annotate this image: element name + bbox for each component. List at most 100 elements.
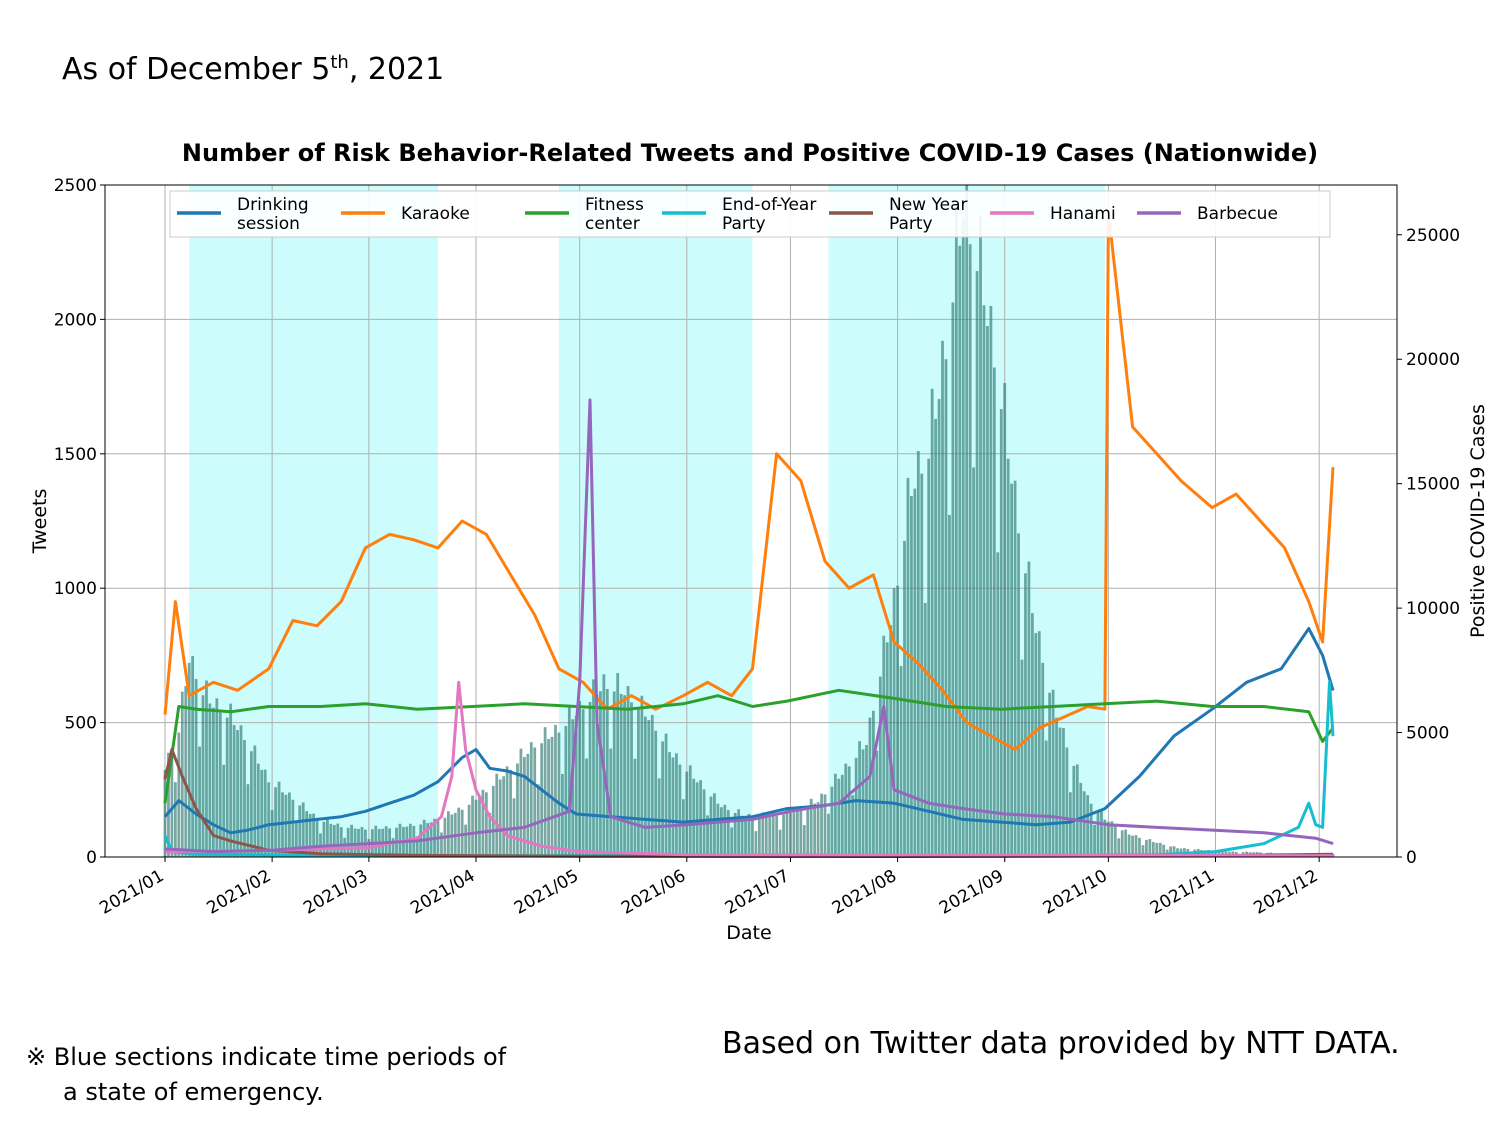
cases-bar: [1207, 850, 1210, 857]
cases-bar: [1058, 727, 1062, 857]
cases-bar: [1134, 835, 1138, 857]
cases-bar: [588, 701, 592, 857]
point-barbecue: [164, 848, 166, 850]
point-karaoke: [707, 681, 709, 683]
cases-bar: [1013, 480, 1017, 857]
point-hanami: [440, 816, 442, 818]
cases-bar: [875, 750, 879, 857]
point-drinking: [1246, 681, 1248, 683]
point-karaoke: [682, 695, 684, 697]
cases-bar: [830, 786, 834, 857]
cases-bar: [954, 204, 958, 858]
y-axis-label: Tweets: [29, 489, 51, 555]
cases-bar: [360, 827, 364, 857]
point-barbecue: [1052, 816, 1054, 818]
point-karaoke: [731, 695, 733, 697]
point-barbecue: [596, 722, 598, 724]
point-drinking: [928, 810, 930, 812]
tick-label-y-1500: 1500: [54, 445, 97, 465]
cases-bar: [561, 773, 564, 857]
cases-bar: [523, 757, 526, 857]
cases-bar: [294, 821, 298, 857]
cases-bar: [253, 745, 257, 857]
cases-bar: [699, 780, 703, 857]
point-drinking: [178, 800, 180, 802]
point-karaoke: [1308, 601, 1310, 603]
point-drinking: [644, 818, 646, 820]
point-drinking: [786, 808, 788, 810]
cases-bar: [298, 805, 302, 857]
cases-bar: [1010, 483, 1014, 857]
point-endofyear: [1332, 735, 1334, 737]
cases-bar: [989, 305, 993, 858]
point-barbecue: [789, 810, 791, 812]
cases-bar: [1145, 839, 1148, 857]
cases-bar: [640, 695, 644, 857]
as-of-prefix: As of December 5: [62, 52, 331, 87]
cases-bar: [350, 824, 353, 857]
point-drinking: [247, 829, 249, 831]
cases-bar: [685, 771, 689, 857]
point-fitness: [751, 705, 753, 707]
cases-bar: [243, 740, 246, 857]
cases-bar: [1110, 821, 1114, 857]
cases-bar: [277, 781, 281, 857]
point-newyear: [212, 834, 214, 836]
cases-bar: [173, 782, 177, 857]
cases-bar: [1221, 850, 1224, 857]
point-karaoke: [340, 601, 342, 603]
tick-label-x-2021/07: 2021/07: [722, 866, 793, 919]
point-barbecue: [883, 705, 885, 707]
cases-bar: [664, 733, 668, 857]
cases-bar: [775, 815, 779, 857]
cases-bar: [647, 720, 651, 857]
point-karaoke: [942, 689, 944, 691]
cases-bar: [1155, 842, 1159, 857]
point-hanami: [416, 837, 418, 839]
point-hanami: [458, 681, 460, 683]
cases-bar: [1062, 727, 1065, 857]
point-barbecue: [1107, 824, 1109, 826]
point-fitness: [717, 695, 719, 697]
tick-label-x-2021/04: 2021/04: [407, 866, 478, 919]
point-newyear: [230, 840, 232, 842]
point-barbecue: [523, 826, 525, 828]
cases-bar: [422, 819, 426, 857]
cases-bar: [246, 784, 250, 857]
cases-bar: [1089, 803, 1093, 857]
cases-bar: [218, 712, 222, 857]
point-drinking: [475, 748, 477, 750]
point-drinking: [682, 821, 684, 823]
point-karaoke: [893, 641, 895, 643]
point-barbecue: [271, 849, 273, 851]
point-barbecue: [1156, 826, 1158, 828]
cases-bar: [999, 409, 1003, 857]
cases-bar: [799, 809, 803, 857]
cases-bar: [837, 778, 841, 857]
cases-bar: [488, 812, 492, 857]
point-karaoke: [437, 547, 439, 549]
point-drinking: [340, 816, 342, 818]
cases-bar: [726, 810, 730, 857]
cases-bar: [809, 798, 813, 857]
cases-bar: [910, 496, 913, 857]
point-drinking: [523, 775, 525, 777]
cases-bar: [878, 676, 882, 857]
point-drinking: [389, 802, 391, 804]
cases-bar: [1131, 835, 1134, 857]
point-endofyear: [164, 834, 166, 836]
cases-bar: [1044, 740, 1048, 857]
point-barbecue: [416, 840, 418, 842]
point-drinking: [1173, 735, 1175, 737]
cases-bar: [612, 691, 616, 857]
cases-bar: [847, 766, 851, 857]
cases-bar: [1034, 633, 1038, 857]
tick-label-x-2021/03: 2021/03: [300, 866, 371, 919]
cases-bar: [1103, 819, 1107, 857]
cases-bar: [675, 753, 678, 857]
cases-bar: [484, 792, 488, 857]
cases-bar: [1020, 659, 1024, 857]
point-drinking: [230, 832, 232, 834]
point-karaoke: [188, 695, 190, 697]
